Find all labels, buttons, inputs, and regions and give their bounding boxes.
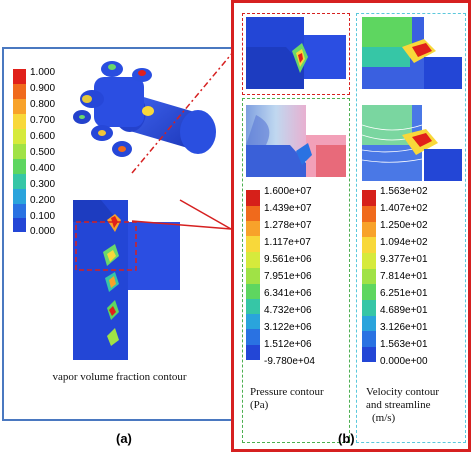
velocity-streamline-image	[362, 105, 462, 181]
zoom-detail-frame	[242, 13, 350, 95]
panel-a-label: (a)	[116, 431, 132, 446]
vapor-tick: 0.000	[30, 226, 56, 237]
vapor-tick: 0.500	[30, 147, 56, 158]
vapor-tick: 0.600	[30, 131, 56, 142]
vapor-fraction-panel: 1.000 0.900 0.800 0.700 0.600 0.500 0.40…	[2, 47, 233, 421]
panel-b-label: (b)	[338, 431, 355, 446]
velocity-tick: 1.250e+02	[380, 220, 428, 231]
velocity-caption-line: Velocity contour	[366, 386, 440, 398]
pressure-tick: 9.561e+06	[264, 254, 312, 265]
pressure-tick: 1.117e+07	[264, 237, 311, 248]
velocity-tick: 1.094e+02	[380, 237, 428, 248]
vapor-tick: 0.300	[30, 179, 56, 190]
velocity-scale-bar	[362, 190, 376, 362]
vapor-color-scale	[13, 69, 26, 232]
velocity-tick: 1.563e+01	[380, 339, 428, 350]
vapor-tick: 0.100	[30, 211, 56, 222]
velocity-frame	[356, 13, 466, 443]
velocity-tick: 1.563e+02	[380, 186, 428, 197]
vapor-tick: 0.700	[30, 115, 56, 126]
velocity-tick: 0.000e+00	[380, 356, 428, 367]
pressure-tick: 6.341e+06	[264, 288, 312, 299]
pressure-tick: 3.122e+06	[264, 322, 312, 333]
pressure-tick: 1.512e+06	[264, 339, 312, 350]
velocity-caption-line: and streamline	[366, 399, 431, 411]
velocity-field-image	[362, 17, 462, 89]
pressure-tick: 4.732e+06	[264, 305, 312, 316]
velocity-tick: 3.126e+01	[380, 322, 428, 333]
vapor-tick: 0.900	[30, 83, 56, 94]
velocity-tick: 7.814e+01	[380, 271, 428, 282]
pressure-caption: Pressure contour (Pa)	[250, 386, 324, 412]
pressure-caption-unit: (Pa)	[250, 399, 269, 411]
velocity-tick: 4.689e+01	[380, 305, 428, 316]
pressure-tick: 7.951e+06	[264, 271, 312, 282]
vapor-scale-bar	[13, 69, 26, 232]
vapor-tick: 0.200	[30, 195, 56, 206]
velocity-tick: 9.377e+01	[380, 254, 428, 265]
pressure-tick: 1.439e+07	[264, 203, 312, 214]
zoom-region-marker	[75, 221, 137, 271]
vapor-tick: 0.800	[30, 99, 56, 110]
velocity-tick: 6.251e+01	[380, 288, 428, 299]
vapor-tick: 0.400	[30, 163, 56, 174]
vapor-tick: 1.000	[30, 67, 56, 78]
pressure-tick: -9.780e+04	[264, 356, 315, 367]
pressure-tick: 1.600e+07	[264, 186, 312, 197]
vapor-zoom-image	[246, 17, 346, 89]
pressure-field-image	[246, 105, 346, 177]
pressure-frame	[242, 98, 350, 443]
pressure-tick: 1.278e+07	[264, 220, 312, 231]
velocity-tick: 1.407e+02	[380, 203, 428, 214]
pressure-caption-line: Pressure contour	[250, 386, 324, 398]
vapor-cross-section	[73, 200, 180, 360]
pressure-scale-bar	[246, 190, 260, 360]
velocity-caption: Velocity contour and streamline (m/s)	[366, 386, 439, 425]
velocity-caption-unit: (m/s)	[372, 412, 396, 424]
valve-3d-model	[73, 61, 216, 157]
flow-detail-panel: 1.600e+07 1.439e+07 1.278e+07 1.117e+07 …	[231, 0, 471, 452]
vapor-caption: vapor volume fraction contour	[52, 371, 187, 383]
